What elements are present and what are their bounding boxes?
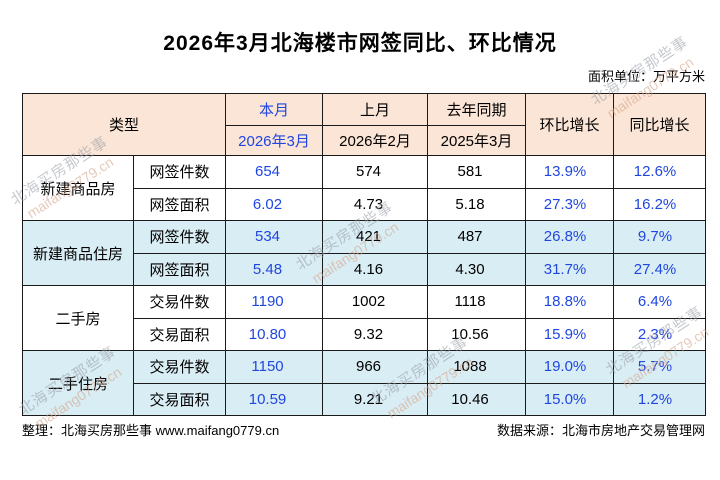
prev-value-cell: 9.32 [322, 317, 429, 351]
subheader-last-year: 2025年3月 [427, 125, 527, 156]
current-value-cell: 1150 [225, 350, 324, 384]
lastyear-value-cell: 5.18 [427, 187, 527, 221]
metric-cell: 交易件数 [132, 350, 227, 384]
prev-value-cell: 421 [322, 220, 429, 254]
category-cell: 新建商品住房 [22, 220, 134, 286]
metric-cell: 网签件数 [132, 220, 227, 254]
mom-growth-cell: 31.7% [525, 252, 615, 286]
metric-cell: 网签件数 [132, 155, 227, 189]
category-cell: 新建商品房 [22, 155, 134, 221]
table-row: 网签面积 6.02 4.73 5.18 27.3% 16.2% [23, 187, 707, 221]
current-value-cell: 654 [225, 155, 324, 189]
category-cell: 二手住房 [22, 350, 134, 416]
data-source-note: 数据来源：北海市房地产交易管理网 [496, 423, 705, 438]
current-value-cell: 534 [225, 220, 324, 254]
current-value-cell: 10.80 [225, 317, 324, 351]
lastyear-value-cell: 487 [427, 220, 527, 254]
prev-value-cell: 966 [322, 350, 429, 384]
table-row: 新建商品房 网签件数 654 574 581 13.9% 12.6% [22, 155, 707, 221]
yoy-growth-cell: 16.2% [613, 187, 707, 221]
yoy-growth-cell: 1.2% [613, 382, 707, 416]
metric-cell: 网签面积 [132, 252, 227, 286]
mom-growth-cell: 18.8% [525, 285, 615, 319]
yoy-growth-cell: 9.7% [613, 220, 707, 254]
mom-growth-cell: 13.9% [525, 155, 615, 189]
lastyear-value-cell: 1088 [427, 350, 527, 384]
current-value-cell: 5.48 [225, 252, 324, 286]
mom-growth-cell: 15.0% [525, 382, 615, 416]
prev-value-cell: 574 [322, 155, 429, 189]
table-row: 新建商品住房 网签件数 534 421 487 26.8% 9.7% [22, 220, 707, 286]
metric-cell: 交易件数 [132, 285, 227, 319]
subheader-prev-month: 2026年2月 [322, 125, 429, 156]
header-mom-growth: 环比增长 [525, 93, 615, 156]
header-last-year: 去年同期 [427, 93, 527, 126]
metric-cell: 交易面积 [132, 382, 227, 416]
prev-value-cell: 1002 [322, 285, 429, 319]
category-cell: 二手房 [22, 285, 134, 351]
lastyear-value-cell: 4.30 [427, 252, 527, 286]
table-row: 二手房 交易件数 1190 1002 1118 18.8% 6.4% [22, 285, 707, 351]
lastyear-value-cell: 10.56 [427, 317, 527, 351]
prev-value-cell: 9.21 [322, 382, 429, 416]
header-type: 类型 [21, 93, 227, 156]
mom-growth-cell: 19.0% [525, 350, 615, 384]
prev-value-cell: 4.16 [322, 252, 429, 286]
yoy-growth-cell: 27.4% [613, 252, 707, 286]
page-title: 2026年3月北海楼市网签同比、环比情况 [163, 32, 557, 55]
header-prev-month: 上月 [322, 93, 429, 126]
table-row: 二手住房 交易件数 1150 966 1088 19.0% 5.7% [22, 350, 707, 416]
table-row: 网签面积 5.48 4.16 4.30 31.7% 27.4% [23, 252, 707, 286]
mom-growth-cell: 15.9% [525, 317, 615, 351]
current-value-cell: 6.02 [225, 187, 324, 221]
current-value-cell: 10.59 [225, 382, 324, 416]
yoy-growth-cell: 12.6% [613, 155, 707, 189]
lastyear-value-cell: 10.46 [427, 382, 527, 416]
metric-cell: 网签面积 [132, 187, 227, 221]
mom-growth-cell: 27.3% [525, 187, 615, 221]
yoy-growth-cell: 5.7% [613, 350, 707, 384]
yoy-growth-cell: 2.3% [613, 317, 707, 351]
table-row: 交易面积 10.80 9.32 10.56 15.9% 2.3% [23, 317, 707, 351]
mom-growth-cell: 26.8% [525, 220, 615, 254]
lastyear-value-cell: 1118 [427, 285, 527, 319]
housing-stats-table: 类型 本月 上月 去年同期 环比增长 同比增长 2026年3月 2026年2月 … [21, 93, 707, 416]
table-row: 交易面积 10.59 9.21 10.46 15.0% 1.2% [23, 382, 707, 416]
yoy-growth-cell: 6.4% [613, 285, 707, 319]
current-value-cell: 1190 [225, 285, 324, 319]
header-yoy-growth: 同比增长 [613, 93, 707, 156]
metric-cell: 交易面积 [132, 317, 227, 351]
compiler-credit: 整理：北海买房那些事 www.maifang0779.cn [22, 423, 280, 438]
subheader-current-month: 2026年3月 [225, 125, 324, 156]
header-current-month: 本月 [225, 93, 324, 126]
area-unit-note: 面积单位：万平方米 [587, 69, 705, 84]
lastyear-value-cell: 581 [427, 155, 527, 189]
prev-value-cell: 4.73 [322, 187, 429, 221]
